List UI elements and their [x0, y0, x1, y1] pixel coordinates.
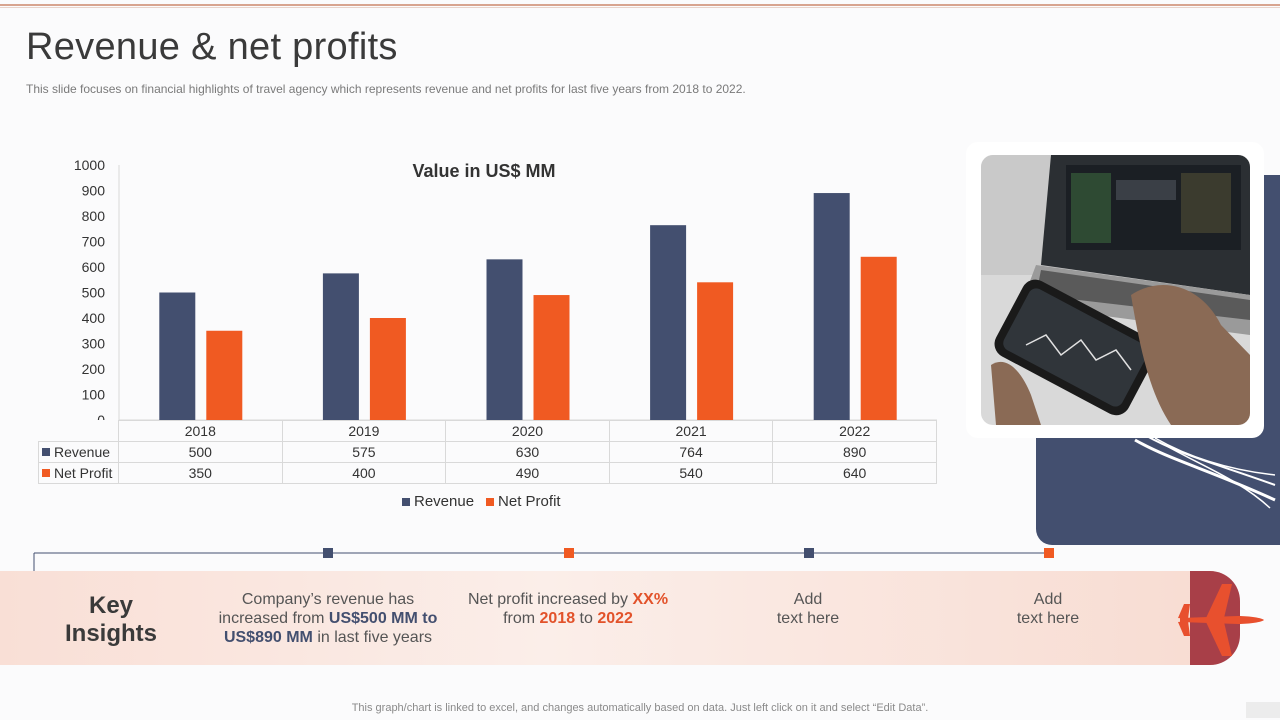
table-cell: 350 — [118, 462, 283, 484]
table-cell: 575 — [281, 441, 447, 463]
y-tick-label: 900 — [82, 183, 106, 199]
footer-note: This graph/chart is linked to excel, and… — [351, 702, 929, 714]
y-tick-label: 700 — [82, 234, 106, 250]
table-corner — [38, 420, 119, 442]
bar-net-profit-2018[interactable] — [206, 330, 243, 420]
page-tab — [1246, 702, 1280, 718]
legend-item-revenue[interactable]: Revenue — [402, 493, 474, 510]
y-tick-label: 500 — [82, 285, 106, 301]
bar-net-profit-2020[interactable] — [533, 295, 570, 420]
insight-placeholder-2[interactable]: Add text here — [1016, 591, 1080, 627]
table-header-2021: 2021 — [608, 420, 774, 442]
y-tick-label: 400 — [82, 310, 106, 326]
y-axis: 0 100 200 300 400 500 600 700 800 900 1000 — [74, 157, 120, 420]
legend-swatch — [486, 497, 495, 506]
slide-subtitle: This slide focuses on financial highligh… — [26, 82, 746, 96]
bar-revenue-2020[interactable] — [486, 259, 523, 420]
table-row-label: Net Profit — [38, 462, 119, 484]
table-row-net-profit: Net Profit 350 400 490 540 640 — [38, 462, 937, 484]
legend-item-net-profit[interactable]: Net Profit — [486, 493, 561, 510]
insight-net-profit: Net profit increased by XX% from 2018 to… — [467, 591, 669, 627]
insight-placeholder-1[interactable]: Add text here — [776, 591, 840, 627]
insight-revenue: Company’s revenue has increased from US$… — [218, 591, 438, 646]
top-rule-thin — [0, 7, 1280, 8]
y-tick-label: 600 — [82, 259, 106, 275]
slide-title: Revenue & net profits — [26, 26, 398, 68]
net-profit-swatch — [42, 469, 50, 477]
chart-legend: Revenue Net Profit — [402, 493, 561, 510]
y-tick-label: 1000 — [74, 157, 105, 173]
table-cell: 490 — [445, 462, 610, 484]
revenue-swatch — [42, 448, 50, 456]
timeline-marker — [323, 548, 333, 558]
bar-revenue-2018[interactable] — [159, 292, 196, 421]
table-cell: 630 — [445, 441, 610, 463]
table-row-label: Revenue — [38, 441, 119, 463]
y-tick-label: 300 — [82, 336, 106, 352]
timeline-marker — [1044, 548, 1054, 558]
table-header-2022: 2022 — [772, 420, 937, 442]
key-insights-band — [0, 571, 1214, 665]
bar-revenue-2022[interactable] — [813, 193, 850, 420]
brush-stroke — [1134, 434, 1276, 509]
bar-revenue-2021[interactable] — [650, 225, 687, 420]
phone-laptop-illustration — [981, 155, 1250, 425]
bar-net-profit-2021[interactable] — [697, 282, 734, 420]
table-cell: 500 — [118, 441, 283, 463]
table-cell: 400 — [281, 462, 447, 484]
table-cell: 540 — [608, 462, 774, 484]
y-tick-label: 800 — [82, 208, 106, 224]
table-header-2019: 2019 — [281, 420, 447, 442]
chart-data-table: 2018 2019 2020 2021 2022 Revenue 500 575… — [38, 420, 937, 484]
table-cell: 640 — [772, 462, 937, 484]
bar-net-profit-2019[interactable] — [369, 318, 406, 420]
y-tick-label: 0 — [97, 412, 105, 420]
bar-net-profit-2022[interactable] — [860, 256, 897, 420]
table-header-2020: 2020 — [445, 420, 610, 442]
legend-swatch — [402, 497, 410, 506]
bar-chart[interactable]: 0 100 200 300 400 500 600 700 800 900 1000 Value i… — [30, 150, 940, 420]
table-cell: 890 — [772, 441, 937, 463]
key-insights-title: Key Insights — [64, 592, 157, 647]
chart-title: Value in US$ MM — [412, 161, 555, 181]
timeline-marker — [564, 548, 574, 558]
table-header-2018: 2018 — [118, 420, 283, 442]
bar-series — [159, 193, 897, 421]
timeline-marker — [804, 548, 814, 558]
y-tick-label: 200 — [82, 361, 106, 377]
table-cell: 764 — [608, 441, 774, 463]
top-rule — [0, 4, 1280, 6]
bar-revenue-2019[interactable] — [322, 273, 359, 420]
stock-trading-photo — [981, 155, 1250, 425]
y-tick-label: 100 — [82, 387, 106, 403]
table-row-revenue: Revenue 500 575 630 764 890 — [38, 441, 937, 463]
airplane-icon — [1178, 584, 1264, 656]
table-header-row: 2018 2019 2020 2021 2022 — [38, 420, 937, 442]
